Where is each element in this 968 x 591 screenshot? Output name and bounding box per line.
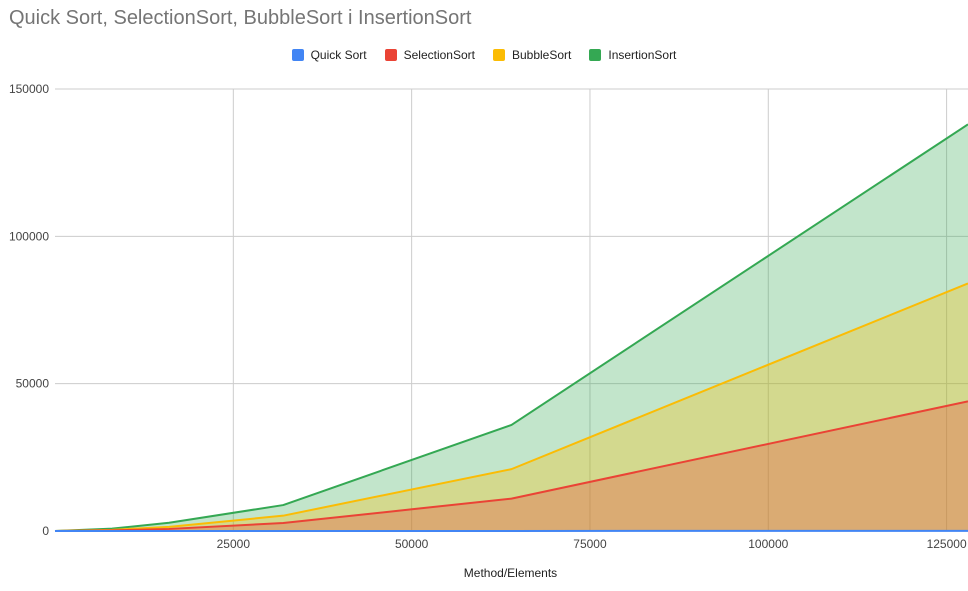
x-tick-label: 125000 — [927, 537, 967, 551]
legend-item-bubblesort[interactable]: BubbleSort — [492, 48, 572, 62]
area-bubblesort — [55, 283, 968, 531]
x-tick-label: 75000 — [573, 537, 607, 551]
x-axis-title: Method/Elements — [464, 566, 557, 580]
legend-label-insertionsort: InsertionSort — [608, 48, 677, 62]
legend-swatch-quick-sort — [291, 49, 304, 61]
chart-title: Quick Sort, SelectionSort, BubbleSort i … — [9, 7, 472, 29]
x-tick-label: 50000 — [395, 537, 429, 551]
y-tick-label: 150000 — [9, 82, 49, 96]
legend-swatch-bubblesort — [492, 49, 505, 61]
y-tick-label: 50000 — [16, 377, 50, 391]
legend-item-quick-sort[interactable]: Quick Sort — [291, 48, 367, 62]
y-tick-label: 0 — [42, 524, 49, 538]
legend-label-quick-sort: Quick Sort — [310, 48, 367, 62]
area-selectionsort — [55, 401, 968, 531]
legend-swatch-insertionsort — [589, 49, 602, 61]
legend-label-bubblesort: BubbleSort — [511, 48, 572, 62]
x-tick-label: 100000 — [748, 537, 788, 551]
x-tick-label: 25000 — [217, 537, 251, 551]
chart-legend: Quick Sort SelectionSort BubbleSort Inse… — [0, 48, 968, 62]
legend-label-selectionsort: SelectionSort — [403, 48, 475, 62]
y-tick-label: 100000 — [9, 229, 49, 243]
legend-swatch-selectionsort — [384, 49, 397, 61]
area-insertionsort — [55, 124, 968, 532]
legend-item-selectionsort[interactable]: SelectionSort — [384, 48, 475, 62]
legend-item-insertionsort[interactable]: InsertionSort — [589, 48, 676, 62]
